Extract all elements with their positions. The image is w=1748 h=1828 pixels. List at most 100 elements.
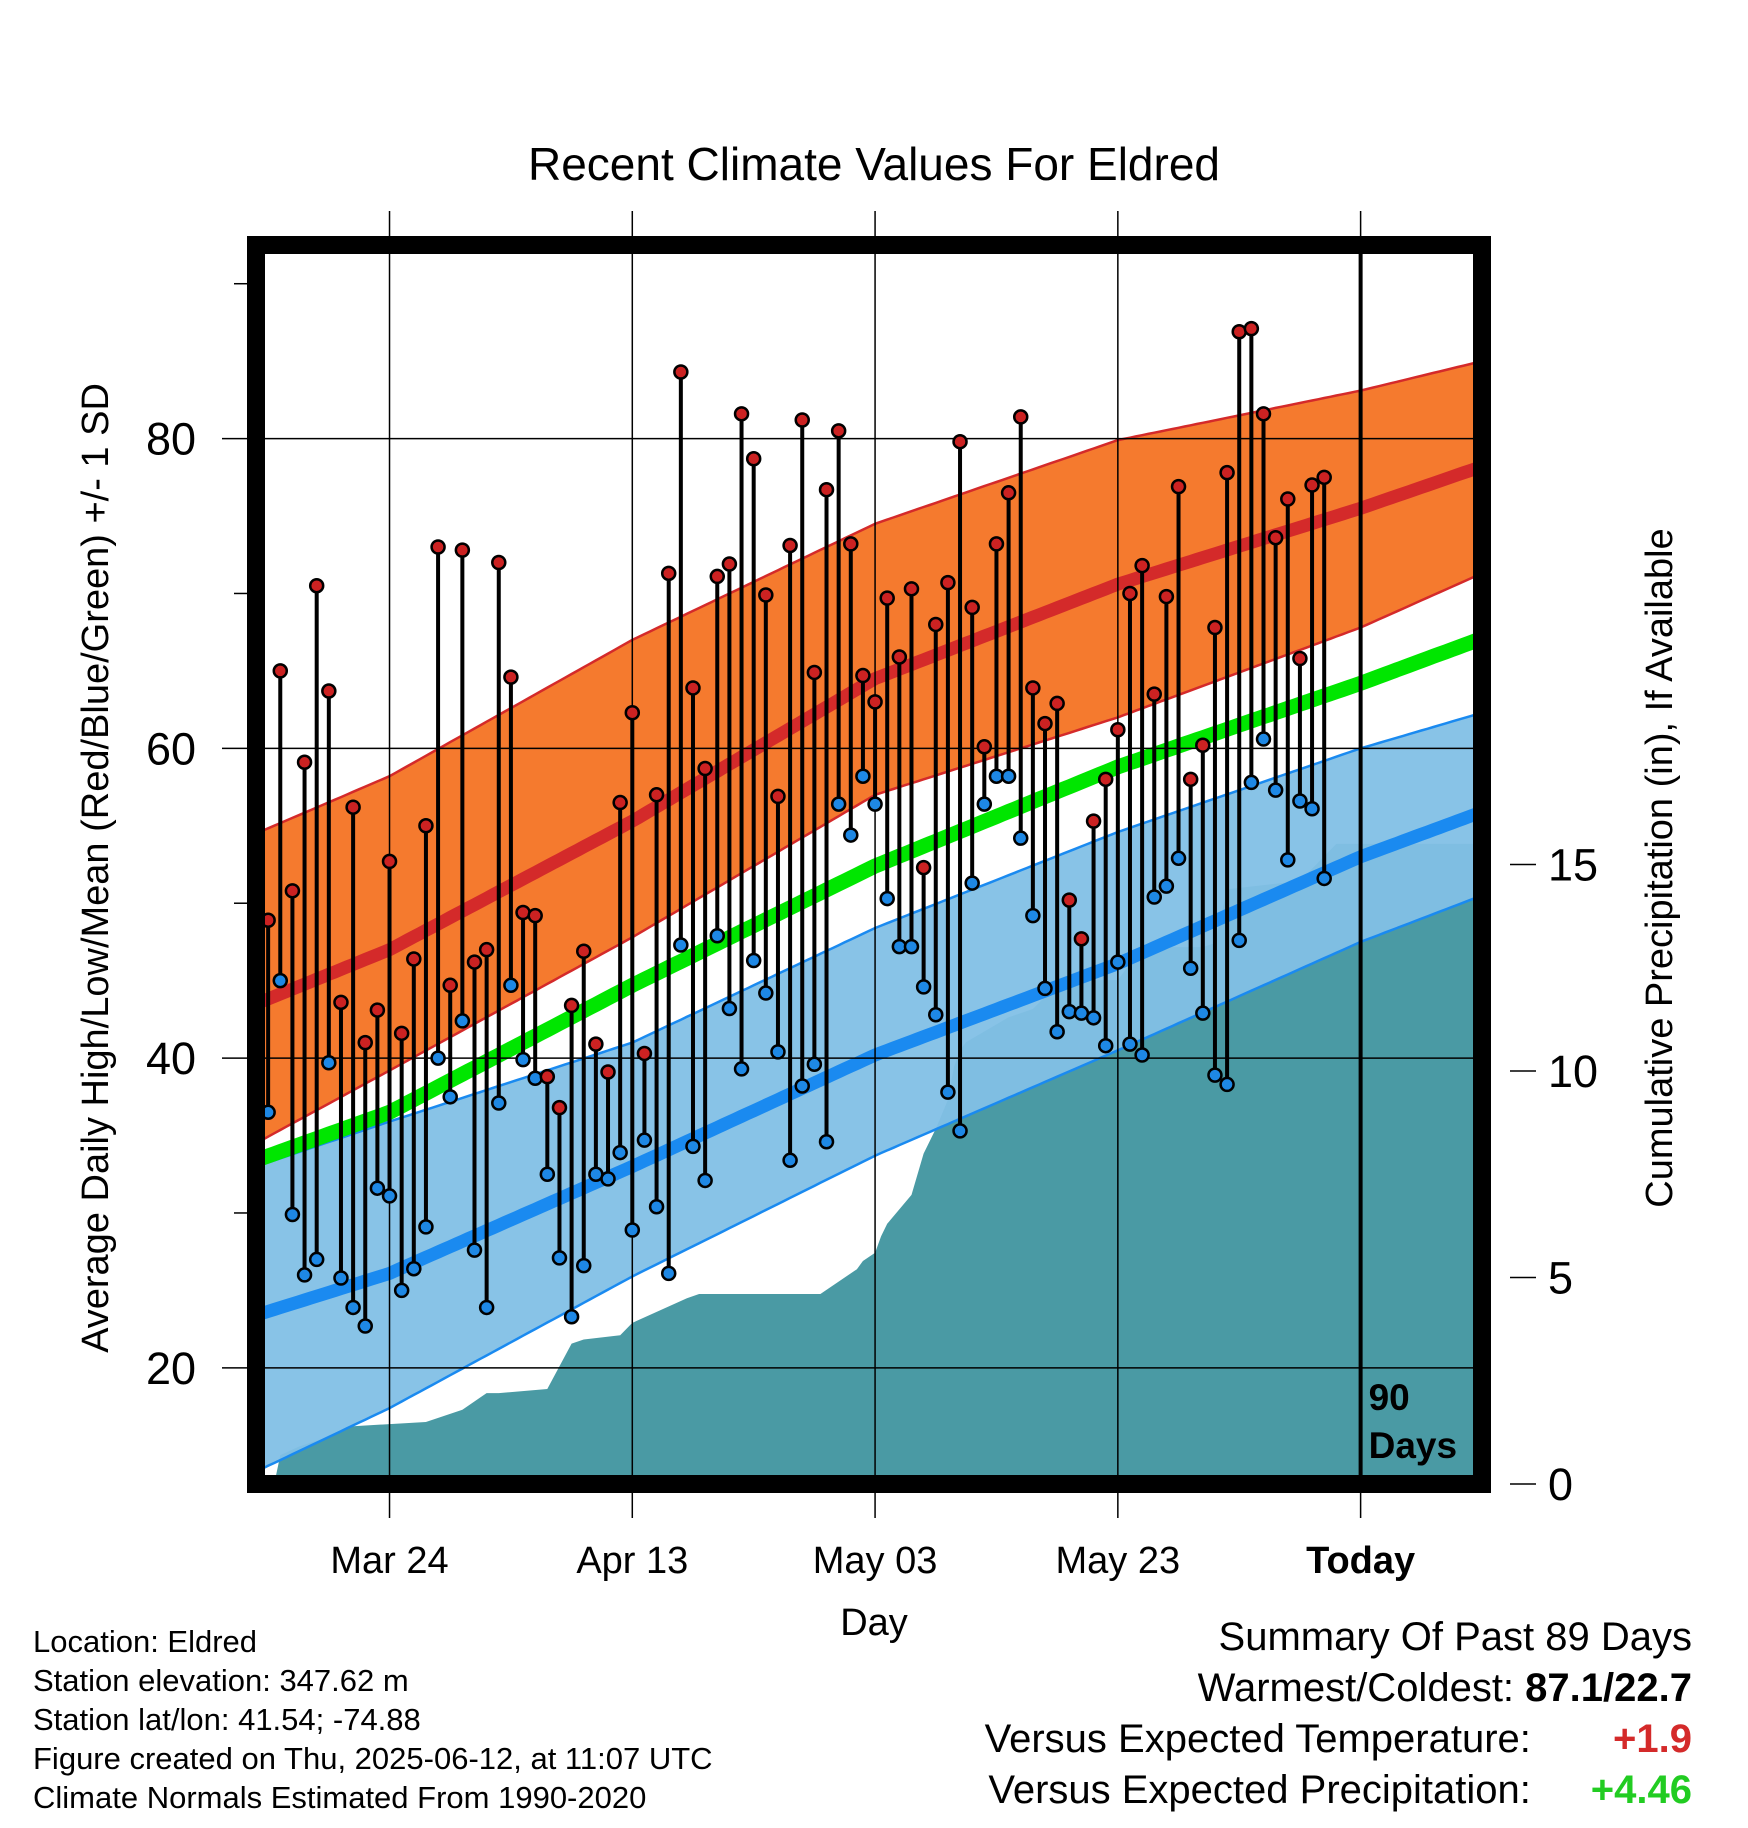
daily-low-point [1049, 1024, 1065, 1040]
daily-high-point [478, 941, 495, 958]
daily-low-point [673, 937, 689, 953]
daily-high-point [1255, 406, 1272, 422]
daily-high-point [855, 667, 871, 684]
latlon-text: Station lat/lon: 41.54; -74.88 [33, 1702, 421, 1737]
daily-high-point [818, 481, 835, 498]
daily-low-point [843, 827, 859, 843]
daily-high-point [1025, 680, 1041, 696]
summary-precip-row: Versus Expected Precipitation: +4.46 [985, 1765, 1692, 1816]
daily-low-point [1122, 1036, 1138, 1052]
daily-high-point [296, 754, 313, 771]
daily-low-point [697, 1172, 713, 1189]
daily-high-point [1146, 686, 1163, 702]
daily-low-point [503, 977, 519, 994]
daily-low-point [1146, 889, 1163, 905]
daily-low-point [515, 1051, 531, 1068]
daily-high-point [1292, 650, 1308, 667]
normals-text: Climate Normals Estimated From 1990-2020 [33, 1780, 647, 1815]
daily-high-point [1073, 931, 1090, 947]
daily-low-point [491, 1095, 507, 1111]
daily-low-point [794, 1078, 810, 1094]
daily-low-point [964, 875, 980, 891]
y-tick-label: 40 [146, 1033, 196, 1084]
daily-low-point [296, 1267, 313, 1283]
daily-low-point [745, 952, 762, 969]
temp-label: Versus Expected Temperature: [984, 1717, 1531, 1761]
daily-high-point [1000, 485, 1017, 501]
location-text: Location: Eldred [33, 1624, 258, 1659]
daily-high-point [794, 412, 810, 428]
daily-high-point [1122, 585, 1138, 602]
daily-high-point [1195, 737, 1211, 753]
daily-high-point [1316, 469, 1332, 486]
daily-low-point [272, 972, 289, 989]
daily-low-point [563, 1308, 580, 1325]
daily-high-point [648, 787, 665, 803]
daily-high-point [357, 1034, 373, 1051]
daily-low-point [1170, 850, 1187, 867]
daily-high-point [1267, 529, 1284, 546]
daily-low-point [660, 1265, 677, 1282]
daily-high-point [1182, 771, 1199, 788]
daily-low-point [1304, 800, 1320, 817]
precip-tick-label: 10 [1548, 1046, 1598, 1097]
daily-low-point [818, 1133, 835, 1150]
daily-high-point [1207, 619, 1223, 636]
daily-low-point [976, 796, 993, 812]
daily-high-point [624, 704, 641, 721]
daily-low-point [418, 1219, 434, 1235]
daily-low-point [466, 1242, 483, 1258]
chart-title: Recent Climate Values For Eldred [528, 138, 1220, 190]
y-tick-label: 80 [146, 414, 196, 465]
daily-high-point [1012, 409, 1029, 425]
x-tick-label: Today [1306, 1540, 1415, 1582]
daily-high-point [758, 587, 774, 603]
daily-low-point [879, 890, 895, 907]
daily-low-point [830, 796, 847, 812]
daily-high-point [1097, 771, 1114, 788]
daily-high-point [940, 574, 956, 591]
daily-high-point [321, 683, 337, 699]
daily-low-point [867, 796, 883, 812]
daily-high-point [1085, 813, 1102, 829]
daily-high-point [369, 1002, 386, 1018]
daily-high-point [1243, 320, 1260, 337]
daily-low-point [308, 1251, 325, 1268]
daily-low-point [1255, 731, 1272, 747]
daily-high-point [709, 568, 726, 585]
daily-low-point [1292, 793, 1308, 809]
daily-low-point [709, 927, 726, 944]
daily-low-point [1316, 870, 1332, 887]
daily-low-point [915, 979, 932, 995]
daily-low-point [551, 1250, 568, 1266]
daily-low-point [284, 1206, 301, 1223]
x-tick-label: Apr 13 [576, 1540, 688, 1582]
daily-low-point [1158, 878, 1175, 894]
daily-high-point [491, 554, 507, 571]
low-sd-band [256, 711, 1482, 1473]
daily-low-point [721, 1000, 738, 1017]
daily-high-point [891, 649, 908, 665]
daily-high-point [466, 954, 483, 970]
x-tick-label: Mar 24 [330, 1540, 448, 1582]
daily-high-point [879, 590, 895, 606]
summary-heading: Summary Of Past 89 Days [1218, 1615, 1692, 1659]
daily-high-point [636, 1045, 653, 1062]
daily-high-point [563, 997, 580, 1014]
station-info: Location: Eldred Station elevation: 347.… [33, 1622, 713, 1817]
daily-low-point [624, 1222, 641, 1238]
temp-value: +1.9 [1613, 1717, 1692, 1761]
daily-high-point [284, 883, 301, 899]
daily-high-point [1158, 588, 1175, 605]
daily-high-point [381, 853, 398, 870]
daily-low-point [1085, 1010, 1102, 1026]
daily-low-point [940, 1084, 956, 1100]
daily-low-point [806, 1056, 823, 1073]
y-tick-label: 60 [146, 723, 196, 774]
daily-high-point [952, 433, 968, 450]
daily-high-point [503, 669, 519, 685]
daily-low-point [1267, 782, 1284, 798]
x-tick-label: May 23 [1056, 1540, 1181, 1582]
daily-low-point [685, 1138, 701, 1155]
